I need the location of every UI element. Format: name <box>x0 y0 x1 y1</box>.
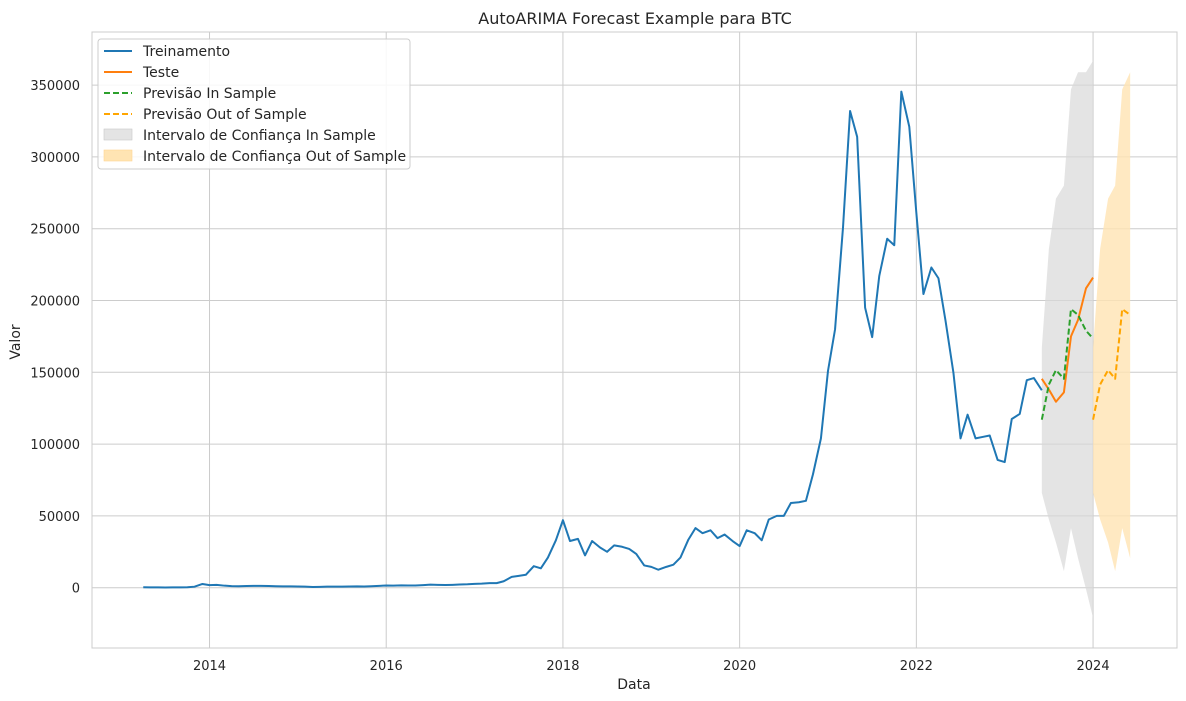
legend-swatch-intervalo-out-of-sample <box>103 149 133 162</box>
x-tick-label: 2014 <box>193 659 226 674</box>
series-lines <box>143 90 1131 589</box>
series-line-teste <box>1040 276 1094 403</box>
y-axis-label: Valor <box>8 324 24 360</box>
plot-frame <box>91 31 1178 649</box>
legend-box <box>97 38 411 170</box>
band-intervalo-de-confianca-out-of-sample <box>1093 72 1131 572</box>
series-line-previsao-out-of-sample <box>1092 308 1131 420</box>
legend-label-teste: Teste <box>142 65 179 81</box>
x-tick-label: 2020 <box>723 659 756 674</box>
legend-label-intervalo-out-of-sample: Intervalo de Confiança Out of Sample <box>143 149 406 165</box>
x-tick-label: 2016 <box>370 659 403 674</box>
y-tick-label: 0 <box>72 582 80 597</box>
legend-swatch-intervalo-in-sample <box>103 128 133 141</box>
y-axis-ticks: 0 50000 100000 150000 200000 250000 300000 3500… <box>30 79 80 597</box>
y-tick-label: 200000 <box>30 295 80 310</box>
legend-label-previsao-out-of-sample: Previsão Out of Sample <box>143 107 307 123</box>
y-tick-label: 250000 <box>30 223 80 238</box>
chart-title: AutoARIMA Forecast Example para BTC <box>478 9 791 28</box>
x-tick-label: 2022 <box>900 659 933 674</box>
legend-label-treinamento: Treinamento <box>142 44 230 60</box>
x-axis-ticks: 2014 2016 2018 2020 2022 2024 <box>193 659 1110 674</box>
x-axis-label: Data <box>617 677 650 693</box>
series-line-treinamento <box>143 90 1043 589</box>
y-tick-label: 350000 <box>30 79 80 94</box>
legend-label-intervalo-in-sample: Intervalo de Confiança In Sample <box>143 128 376 144</box>
x-tick-label: 2018 <box>546 659 579 674</box>
series-line-previsao-in-sample <box>1040 308 1094 420</box>
y-tick-label: 100000 <box>30 438 80 453</box>
legend-label-previsao-in-sample: Previsão In Sample <box>143 86 276 102</box>
x-tick-label: 2024 <box>1077 659 1110 674</box>
legend: Treinamento Teste Previsão In Sample Pre… <box>97 38 411 170</box>
y-tick-label: 150000 <box>30 366 80 381</box>
y-tick-label: 50000 <box>39 510 80 525</box>
y-tick-label: 300000 <box>30 151 80 166</box>
